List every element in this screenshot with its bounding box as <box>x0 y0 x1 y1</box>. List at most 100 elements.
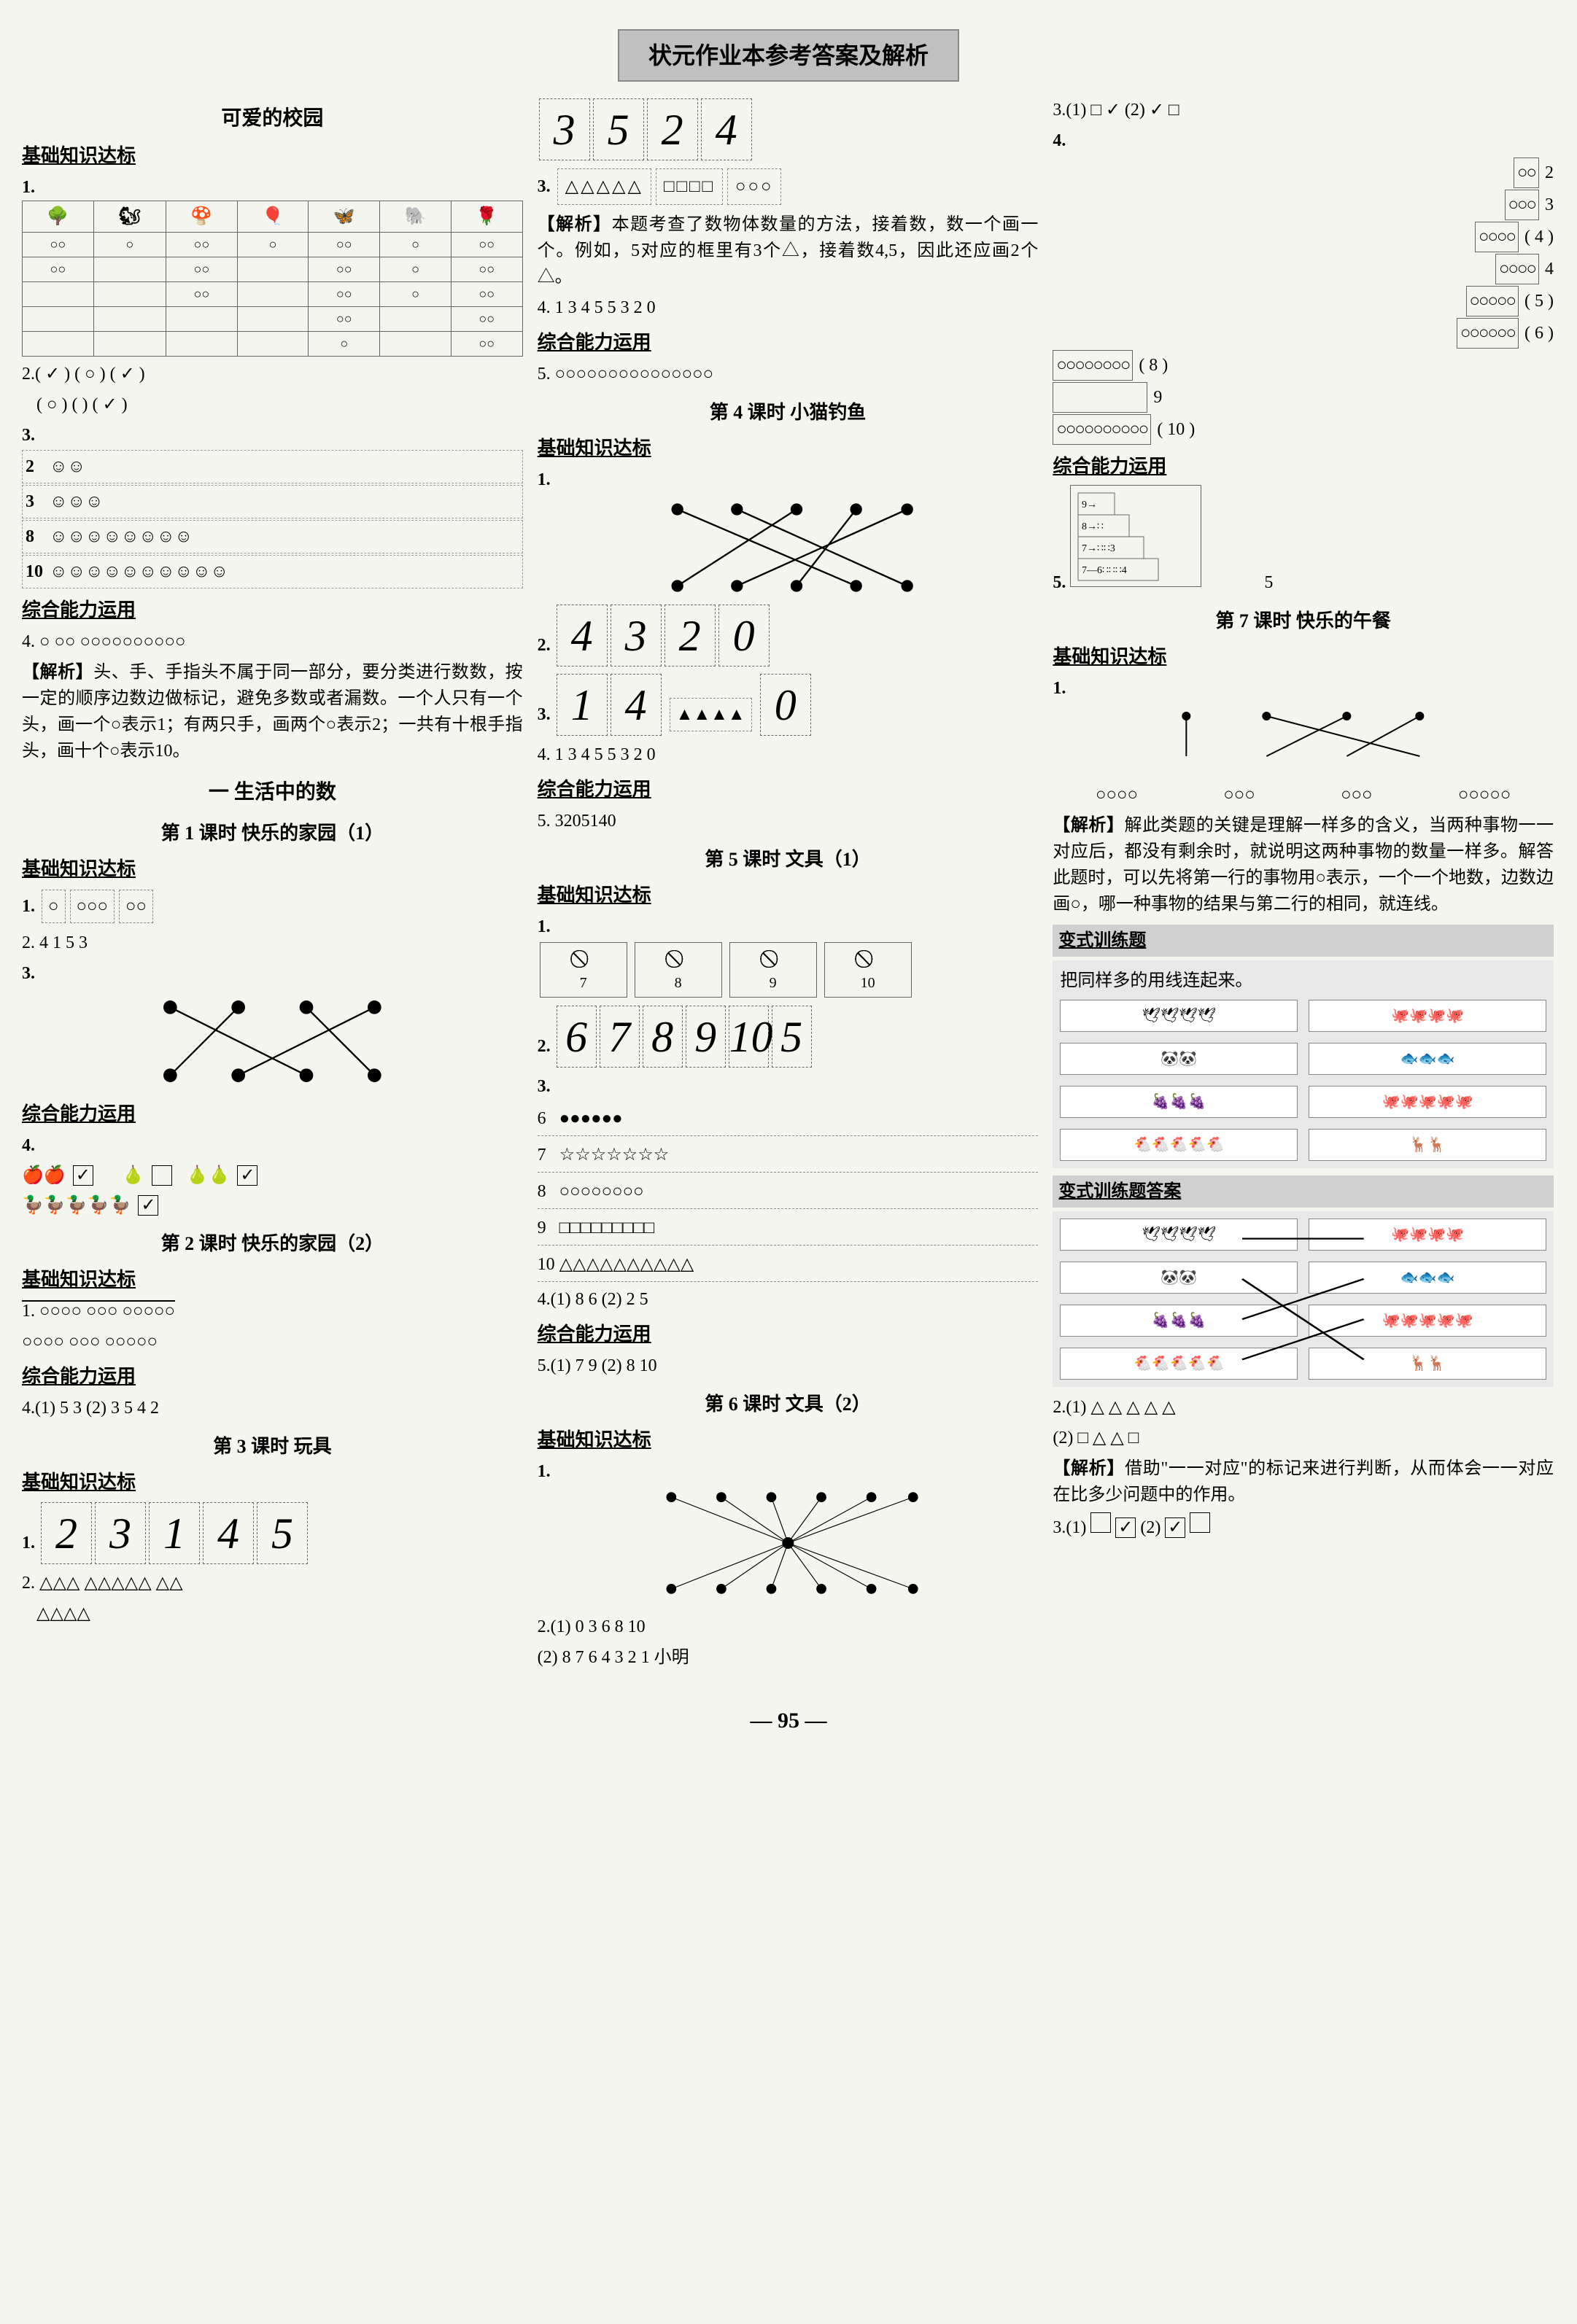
c2-l5-q2: 2. 6789105 <box>538 1004 1039 1069</box>
c2-l4-q1: 1. <box>538 467 1039 599</box>
c1-lesson2: 第 2 课时 快乐的家园（2） <box>22 1229 523 1258</box>
c1-l1-comp: 综合能力运用 <box>22 1100 523 1128</box>
column-1: 可爱的校园 基础知识达标 1. 🌳🐿🍄🎈🦋🐘🌹 ○○○○○○○○○○○○○○○○… <box>22 93 523 1675</box>
staircase-row: ○○○○○○( 6 ) <box>1053 318 1554 349</box>
c3-basic: 基础知识达标 <box>1053 642 1554 671</box>
c2-l4-basic: 基础知识达标 <box>538 434 1039 462</box>
smiley-row: 2☺☺ <box>22 450 523 483</box>
c1-l3-q1: 1. 23145 <box>22 1501 523 1566</box>
smiley-row: 10☺☺☺☺☺☺☺☺☺☺ <box>22 555 523 588</box>
c2-l4-q4: 4. 1 3 4 5 5 3 2 0 <box>538 742 1039 768</box>
c3-comp: 综合能力运用 <box>1053 452 1554 481</box>
match-diagram-2 <box>538 497 1039 599</box>
c3-q3b: 3.(1) ✓ (2) ✓ <box>1053 1512 1554 1541</box>
c3-q5: 5. 9→ 8→∷ 7→∷∷3 7—6∷∷∷4 5 <box>1053 485 1554 596</box>
c1-comp-header: 综合能力运用 <box>22 596 523 624</box>
smiley-row: 3☺☺☺ <box>22 485 523 518</box>
svg-text:9→: 9→ <box>1082 500 1097 510</box>
icon-header: 🦋 <box>309 201 380 233</box>
icon-header: 🎈 <box>237 201 309 233</box>
c2-comp: 综合能力运用 <box>538 328 1039 357</box>
c2-l5-q3: 3. 6●●●●●●7☆☆☆☆☆☆☆8○○○○○○○○9□□□□□□□□□10△… <box>538 1073 1039 1282</box>
c2-digits-top: 3524 <box>538 97 1039 162</box>
c1-l1-basic: 基础知识达标 <box>22 855 523 883</box>
c1-l2-q4: 4.(1) 5 3 (2) 3 5 4 2 <box>22 1395 523 1421</box>
c1-l3-q2b: △△△△ <box>22 1601 523 1627</box>
c3-q4: 4. ○○2○○○3○○○○( 4 )○○○○4○○○○○( 5 )○○○○○○… <box>1053 128 1554 445</box>
variant-header: 变式训练题 <box>1053 925 1554 957</box>
c1-l2-basic: 基础知识达标 <box>22 1265 523 1294</box>
c1-l1-q3: 3. <box>22 960 523 1092</box>
c2-l6-basic: 基础知识达标 <box>538 1426 1039 1454</box>
c2-explain: 【解析】本题考查了数物体数量的方法，接着数，数一个画一个。例如，5对应的框里有3… <box>538 211 1039 290</box>
c3-q3: 3.(1) □ ✓ (2) ✓ □ <box>1053 97 1554 123</box>
c1-q1-num: 1. <box>22 178 35 197</box>
c1-q2-r2: ( ○ ) ( ) ( ✓ ) <box>22 392 523 418</box>
svg-text:7—6∷∷∷4: 7—6∷∷∷4 <box>1082 565 1127 576</box>
c2-l4-q5: 5. 3205140 <box>538 808 1039 834</box>
c1-l3-q2a: 2. △△△ △△△△△ △△ <box>22 1570 523 1596</box>
c2-l6-q1: 1. <box>538 1458 1039 1609</box>
c1-q1-table: 🌳🐿🍄🎈🦋🐘🌹 ○○○○○○○○○○○○○○○○○○○○○○○○○○○○○○○○… <box>22 201 523 357</box>
svg-text:7→∷∷3: 7→∷∷3 <box>1082 543 1115 554</box>
c2-l5-q4: 4.(1) 8 6 (2) 2 5 <box>538 1286 1039 1313</box>
c2-l6-q2a: 2.(1) 0 3 6 8 10 <box>538 1614 1039 1640</box>
staircase-row: ○○○○4 <box>1053 254 1554 284</box>
c3-explain: 【解析】解此类题的关键是理解一样多的含义，当两种事物一一对应后，都没有剩余时，就… <box>1053 812 1554 917</box>
c1-l2-q1b: ○○○○ ○○○ ○○○○○ <box>22 1329 523 1355</box>
variant-body: 把同样多的用线连起来。 🕊🕊🕊🕊🐙🐙🐙🐙🐼🐼🐟🐟🐟🍇🍇🍇🐙🐙🐙🐙🐙🐔🐔🐔🐔🐔🦌🦌 <box>1053 960 1554 1168</box>
staircase-row: ○○○○○○○○( 8 ) <box>1053 350 1554 381</box>
column-2: 3524 3. △△△△△□□□□○○○ 【解析】本题考查了数物体数量的方法，接… <box>538 93 1039 1675</box>
icon-header: 🍄 <box>166 201 237 233</box>
c3-q1: 1. ○○○○○○○○○○○○○○○ <box>1053 675 1554 808</box>
match-diagram-3 <box>1053 705 1554 778</box>
c2-l5-basic: 基础知识达标 <box>538 881 1039 909</box>
c1-q1: 1. 🌳🐿🍄🎈🦋🐘🌹 ○○○○○○○○○○○○○○○○○○○○○○○○○○○○○… <box>22 174 523 357</box>
page-columns: 可爱的校园 基础知识达标 1. 🌳🐿🍄🎈🦋🐘🌹 ○○○○○○○○○○○○○○○○… <box>22 93 1554 1675</box>
c1-q3: 3. 2☺☺3☺☺☺8☺☺☺☺☺☺☺☺10☺☺☺☺☺☺☺☺☺☺ <box>22 422 523 588</box>
c1-l2-q1a: 1. ○○○○ ○○○ ○○○○○ <box>22 1298 523 1324</box>
col1-title: 可爱的校园 <box>22 104 523 134</box>
staircase-row: 9 <box>1053 382 1554 413</box>
staircase-row: ○○2 <box>1053 158 1554 188</box>
icon-header: 🐿 <box>93 201 166 233</box>
main-title-wrapper: 状元作业本参考答案及解析 <box>22 29 1555 93</box>
star-diagram <box>538 1485 1039 1601</box>
c1-lesson3: 第 3 课时 玩具 <box>22 1432 523 1461</box>
icon-header: 🌹 <box>451 201 522 233</box>
variant-ans-body: 🕊🕊🕊🕊🐙🐙🐙🐙🐼🐼🐟🐟🐟🍇🍇🍇🐙🐙🐙🐙🐙🐔🐔🐔🐔🐔🦌🦌 <box>1053 1211 1554 1387</box>
c1-l1-q4: 4. 🍎🍎✓ 🍐 🍐🍐✓ 🦆🦆🦆🦆🦆 ✓ <box>22 1132 523 1219</box>
c1-l3-basic: 基础知识达标 <box>22 1468 523 1496</box>
icon-header: 🌳 <box>23 201 94 233</box>
variant-ans-header: 变式训练题答案 <box>1053 1175 1554 1208</box>
c2-q5: 5. ○○○○○○○○○○○○○○○ <box>538 361 1039 387</box>
c2-l5-comp: 综合能力运用 <box>538 1320 1039 1348</box>
staircase-row: ○○○3 <box>1053 190 1554 220</box>
c1-l1-q1: 1. ○○○○○○ <box>22 887 523 925</box>
svg-text:8→∷: 8→∷ <box>1082 521 1104 532</box>
c2-l5-q1: 1. ⃠⃠⃠⃠⃠⃠⃠7⃠⃠⃠⃠⃠⃠⃠⃠8⃠⃠⃠⃠⃠⃠⃠⃠⃠9⃠⃠⃠⃠⃠⃠⃠⃠⃠⃠… <box>538 914 1039 1000</box>
match-diagram-1 <box>22 990 523 1092</box>
c2-q4: 4. 1 3 4 5 5 3 2 0 <box>538 295 1039 321</box>
c2-l5-q5: 5.(1) 7 9 (2) 8 10 <box>538 1353 1039 1379</box>
mini-diagram: 9→ 8→∷ 7→∷∷3 7—6∷∷∷4 <box>1070 485 1201 587</box>
c1-lesson1: 第 1 课时 快乐的家园（1） <box>22 819 523 847</box>
c2-l6-q2b: (2) 8 7 6 4 3 2 1 小明 <box>538 1644 1039 1671</box>
icon-header: 🐘 <box>380 201 452 233</box>
c1-l1-q2: 2. 4 1 5 3 <box>22 930 523 956</box>
c1-chapter: 一 生活中的数 <box>22 777 523 808</box>
c2-l4-comp: 综合能力运用 <box>538 775 1039 804</box>
col1-basic-header: 基础知识达标 <box>22 141 523 170</box>
staircase-row: ○○○○○( 5 ) <box>1053 286 1554 316</box>
c2-l4-q3: 3. 14 ▲▲▲▲ 0 <box>538 672 1039 737</box>
c3-q2-2: (2) □ △ △ □ <box>1053 1425 1554 1451</box>
c1-explain: 【解析】头、手、手指头不属于同一部分，要分类进行数数，按一定的顺序边数边做标记，… <box>22 659 523 764</box>
c3-q2-1: 2.(1) △ △ △ △ △ <box>1053 1394 1554 1421</box>
main-title: 状元作业本参考答案及解析 <box>618 29 959 82</box>
c3-explain2: 【解析】借助"一一对应"的标记来进行判断，从而体会一一对应在比多少问题中的作用。 <box>1053 1456 1554 1508</box>
c3-lesson7: 第 7 课时 快乐的午餐 <box>1053 607 1554 635</box>
c1-q4: 4. ○ ○○ ○○○○○○○○○○ <box>22 629 523 655</box>
smiley-row: 8☺☺☺☺☺☺☺☺ <box>22 520 523 553</box>
c2-lesson4: 第 4 课时 小猫钓鱼 <box>538 398 1039 427</box>
c2-lesson5: 第 5 课时 文具（1） <box>538 845 1039 874</box>
